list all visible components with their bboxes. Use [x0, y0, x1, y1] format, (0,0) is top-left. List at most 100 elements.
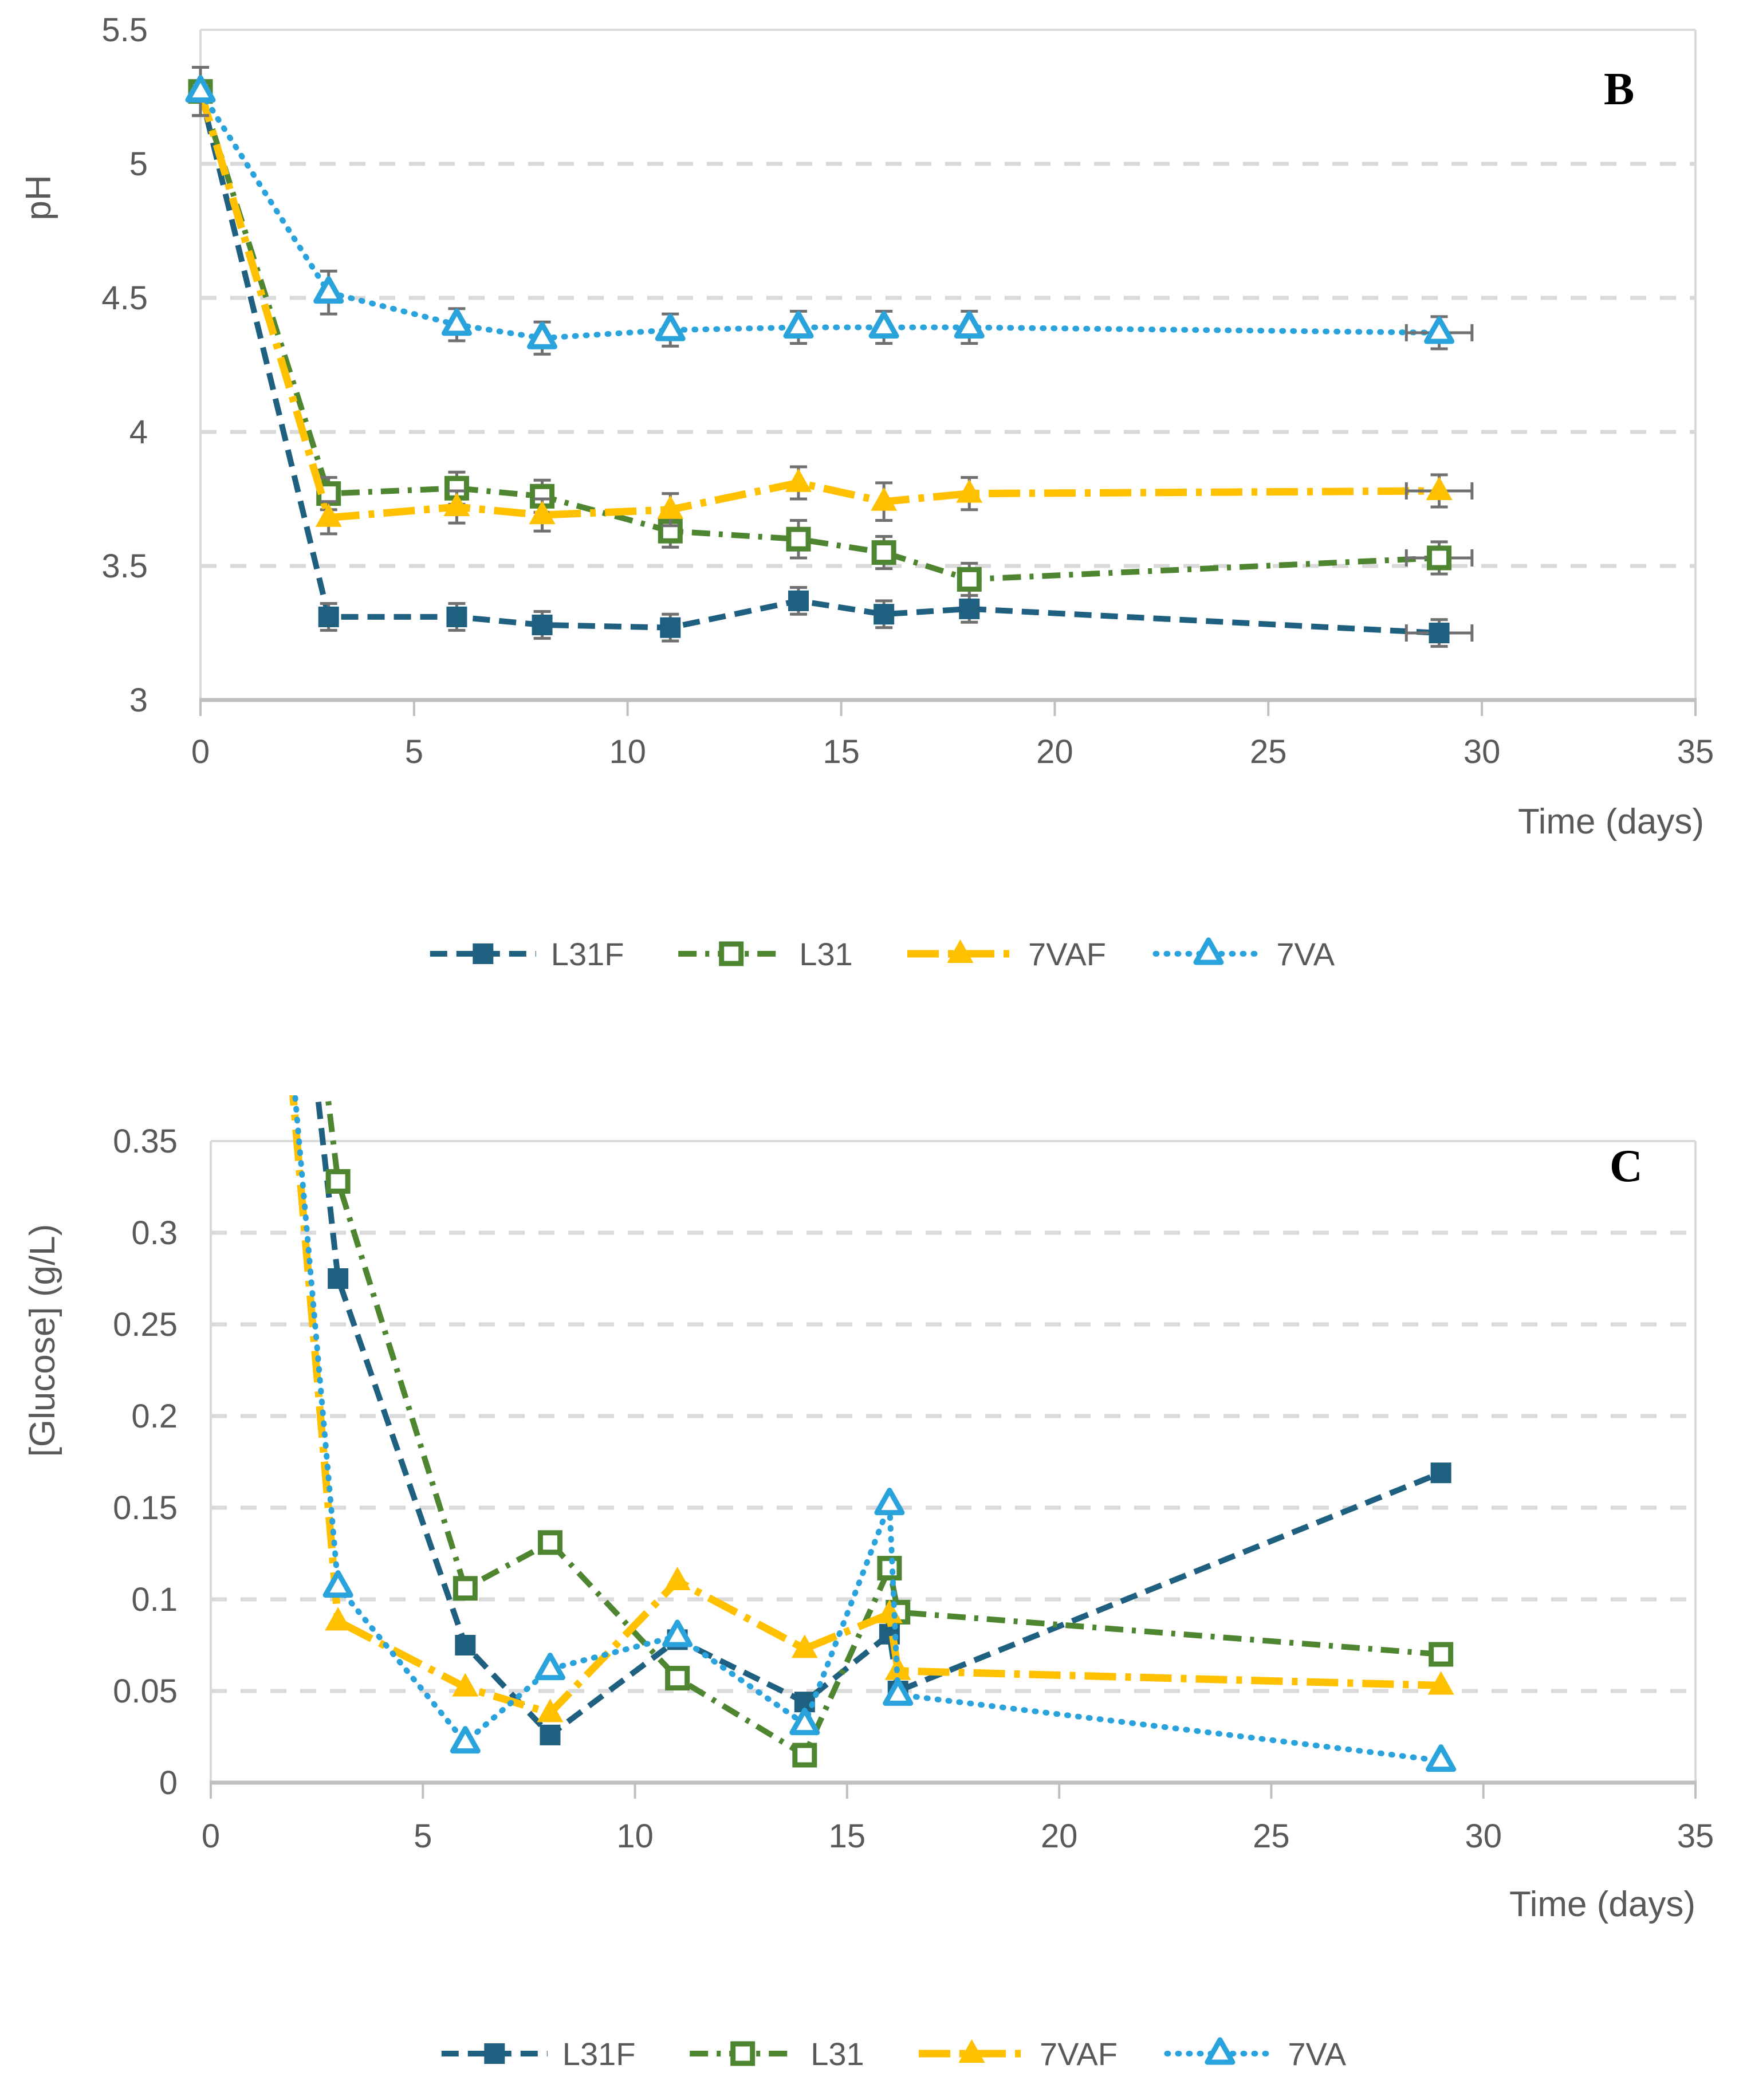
- L31F-marker: [1430, 1462, 1451, 1484]
- glucose-y-tick-label: 0.25: [113, 1306, 178, 1343]
- L31F-marker: [874, 604, 895, 625]
- 7VAF-marker: [529, 501, 556, 525]
- glucose-y-tick-label: 0.2: [131, 1398, 178, 1435]
- 7VAF-marker: [956, 479, 983, 503]
- ph-x-tick-label: 35: [1677, 733, 1714, 770]
- L31F-marker: [660, 617, 681, 638]
- ph-series-area: [185, 66, 1474, 648]
- L31-marker: [957, 567, 982, 592]
- legend-label-L31F: L31F: [551, 936, 624, 972]
- ph-x-tick-label: 5: [405, 733, 423, 770]
- legend-marker-7VAF: [958, 2039, 985, 2063]
- 7VAF-marker: [315, 503, 342, 527]
- L31F-marker: [318, 606, 339, 627]
- L31-marker: [1429, 1642, 1454, 1667]
- 7VA-marker: [954, 310, 985, 339]
- panel-label-B: B: [1604, 64, 1634, 115]
- glucose-series-7VAF: [289, 1095, 1454, 1723]
- legend-item-7VAF: 7VAF: [919, 2036, 1118, 2072]
- L31F-marker: [446, 606, 467, 627]
- glucose-series-L31: [324, 1095, 1454, 1768]
- ph-line-L31F: [198, 91, 1439, 636]
- glucose-legend: L31F L31 7VAF 7VA: [441, 2036, 1347, 2072]
- glucose-y-axis: 0.35 0.3 0.25 0.2 0.15 0.1 0.05 0: [113, 1123, 178, 1802]
- glucose-x-tick-label: 15: [829, 1818, 866, 1855]
- ph-y-tick-label: 4: [129, 414, 148, 451]
- 7VA-marker: [441, 308, 472, 336]
- glucose-series-area: [289, 1095, 1457, 1772]
- 7VA-marker: [1426, 1744, 1457, 1772]
- L31F-marker: [328, 1268, 349, 1289]
- glucose-chart: 0 5 10 15 20 25 30 350.350.30.250.20.150.10.050…: [23, 1095, 1714, 2072]
- ph-y-axis: 5.5 5 4.5 4 3.5 3: [101, 11, 148, 719]
- ph-y-axis-title: pH: [19, 175, 58, 220]
- L31-marker: [792, 1743, 817, 1768]
- glucose-plot-border: [210, 1140, 1697, 1783]
- ph-series-7VAF: [187, 66, 1474, 536]
- legend-label-7VA: 7VA: [1288, 2036, 1346, 2072]
- 7VA-marker: [534, 1653, 565, 1681]
- legend-item-7VAF: 7VAF: [907, 936, 1106, 972]
- L31F-marker: [1429, 623, 1450, 643]
- ph-series-L31F: [190, 66, 1474, 648]
- 7VAF-marker: [1426, 476, 1453, 500]
- ph-plot-border: [199, 29, 1697, 700]
- 7VA-marker: [783, 310, 814, 339]
- legend-label-7VAF: 7VAF: [1028, 936, 1106, 972]
- ph-x-tick-label: 25: [1250, 733, 1287, 770]
- glucose-x-axis-title: Time (days): [1509, 1885, 1695, 1924]
- legend-marker-L31F: [473, 943, 494, 964]
- glucose-x-axis: 0 5 10 15 20 25 30 35: [202, 1780, 1714, 1855]
- legend-item-L31: L31: [690, 2036, 864, 2072]
- legend-marker-L31: [719, 941, 744, 966]
- glucose-y-tick-label: 0.3: [131, 1214, 178, 1252]
- 7VAF-marker: [664, 1567, 691, 1590]
- 7VA-marker: [185, 75, 216, 103]
- ph-y-tick-label: 5: [129, 145, 148, 183]
- ph-gridlines: [200, 162, 1695, 568]
- legend-label-7VA: 7VA: [1276, 936, 1335, 972]
- ph-y-tick-label: 4.5: [101, 280, 148, 317]
- legend-item-7VA: 7VA: [1152, 936, 1335, 972]
- legend-item-7VA: 7VA: [1164, 2036, 1347, 2072]
- L31-marker: [665, 1666, 690, 1691]
- L31F-marker: [455, 1635, 476, 1655]
- ph-legend: L31F L31 7VAF 7VA: [430, 936, 1335, 972]
- ph-line-7VA: [198, 88, 1442, 341]
- glucose-line-L31: [324, 1095, 1442, 1760]
- glucose-x-tick-label: 25: [1253, 1818, 1290, 1855]
- glucose-y-tick-label: 0.35: [113, 1123, 178, 1160]
- L31F-marker: [532, 614, 553, 635]
- legend-marker-L31: [730, 2041, 756, 2066]
- L31-marker: [786, 526, 811, 552]
- L31-marker: [1427, 545, 1452, 571]
- ph-x-tick-label: 15: [823, 733, 860, 770]
- glucose-y-axis-title: [Glucose] (g/L): [23, 1224, 62, 1457]
- 7VA-marker: [868, 310, 899, 339]
- glucose-x-tick-label: 0: [202, 1818, 220, 1855]
- legend-marker-L31F: [484, 2043, 505, 2064]
- ph-x-axis-title: Time (days): [1518, 802, 1704, 841]
- glucose-x-tick-label: 35: [1677, 1818, 1714, 1855]
- 7VA-marker: [655, 313, 686, 341]
- glucose-x-tick-label: 5: [414, 1818, 432, 1855]
- L31F-marker: [959, 598, 980, 619]
- glucose-line-L31F: [314, 1095, 1442, 1739]
- 7VAF-marker: [537, 1698, 564, 1723]
- glucose-gridlines: [211, 1230, 1695, 1693]
- ph-x-tick-label: 0: [191, 733, 210, 770]
- ph-x-tick-label: 10: [609, 733, 646, 770]
- legend-marker-7VA: [1193, 937, 1224, 965]
- 7VA-marker: [313, 276, 344, 304]
- glucose-series-L31F: [314, 1095, 1451, 1745]
- legend-label-L31: L31: [799, 936, 852, 972]
- 7VAF-marker: [325, 1607, 352, 1631]
- legend-label-7VAF: 7VAF: [1040, 2036, 1118, 2072]
- L31-marker: [325, 1169, 351, 1194]
- glucose-y-tick-label: 0.1: [131, 1581, 178, 1618]
- 7VAF-marker: [871, 487, 898, 511]
- 7VAF-marker: [452, 1673, 479, 1697]
- legend-item-L31F: L31F: [430, 936, 624, 972]
- 7VA-marker: [883, 1678, 914, 1706]
